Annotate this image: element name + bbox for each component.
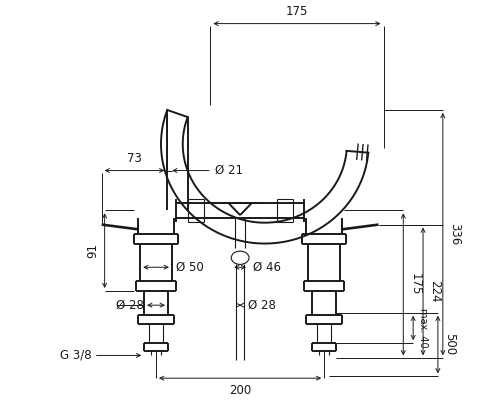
Text: Ø 28: Ø 28 [116, 299, 144, 312]
Text: Ø 46: Ø 46 [253, 261, 281, 274]
Text: G 3/8: G 3/8 [60, 349, 92, 362]
Text: Ø 21: Ø 21 [214, 164, 242, 177]
Text: Ø 28: Ø 28 [248, 299, 276, 312]
Text: 500: 500 [443, 334, 456, 356]
Text: 175: 175 [408, 273, 421, 296]
Text: Ø 50: Ø 50 [176, 261, 204, 274]
Text: max. 40: max. 40 [418, 308, 428, 348]
Text: 200: 200 [229, 384, 251, 397]
Text: 336: 336 [448, 223, 461, 245]
Text: 73: 73 [127, 152, 142, 165]
Text: 175: 175 [286, 5, 308, 18]
Text: 91: 91 [86, 243, 100, 258]
Text: 224: 224 [428, 280, 441, 303]
